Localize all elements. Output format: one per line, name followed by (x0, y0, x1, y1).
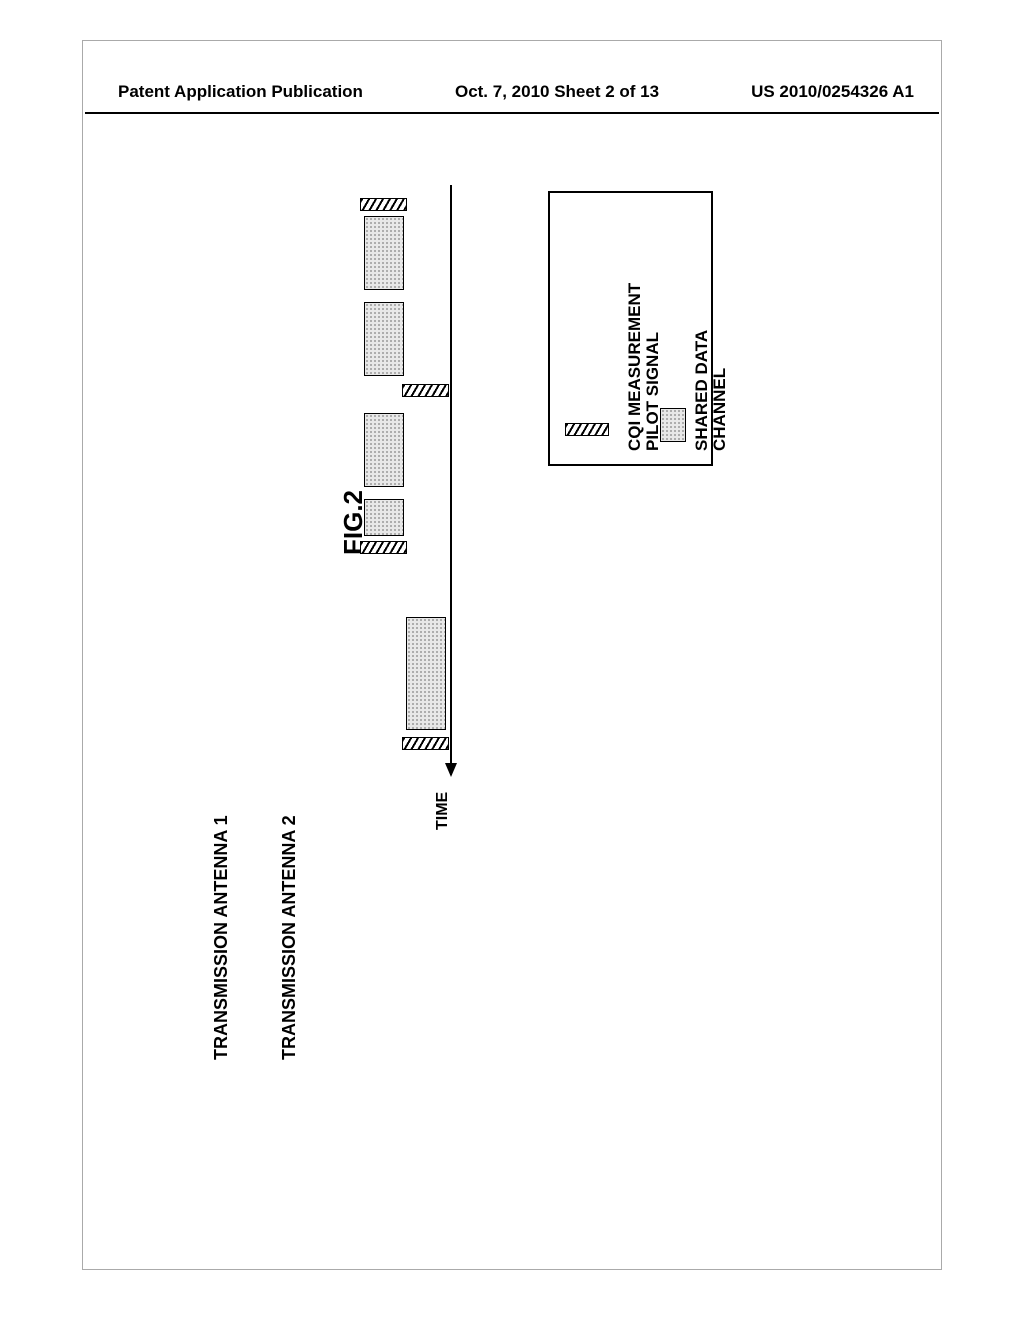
header-right: US 2010/0254326 A1 (751, 82, 914, 102)
header-middle: Oct. 7, 2010 Sheet 2 of 13 (455, 82, 659, 102)
shared-data-block (364, 216, 404, 290)
legend-pilot-label: CQI MEASUREMENT PILOT SIGNAL (626, 283, 662, 451)
header-rule (85, 112, 939, 114)
pilot-signal-block (402, 384, 449, 397)
legend-data-swatch (660, 408, 686, 442)
time-axis-label: TIME (434, 792, 452, 830)
legend-box: CQI MEASUREMENT PILOT SIGNAL SHARED DATA… (548, 191, 713, 466)
legend-pilot-swatch (565, 423, 609, 436)
shared-data-block (406, 617, 446, 730)
legend-data-label: SHARED DATA CHANNEL (693, 330, 729, 451)
page-header: Patent Application Publication Oct. 7, 2… (0, 82, 1024, 102)
pilot-signal-block (360, 198, 407, 211)
page-frame (82, 40, 942, 1270)
shared-data-block (364, 302, 404, 376)
header-left: Patent Application Publication (118, 82, 363, 102)
time-axis (450, 185, 452, 775)
shared-data-block (364, 499, 404, 536)
antenna-1-label: TRANSMISSION ANTENNA 1 (211, 815, 232, 1060)
pilot-signal-block (402, 737, 449, 750)
antenna-2-label: TRANSMISSION ANTENNA 2 (279, 815, 300, 1060)
shared-data-block (364, 413, 404, 487)
pilot-signal-block (360, 541, 407, 554)
